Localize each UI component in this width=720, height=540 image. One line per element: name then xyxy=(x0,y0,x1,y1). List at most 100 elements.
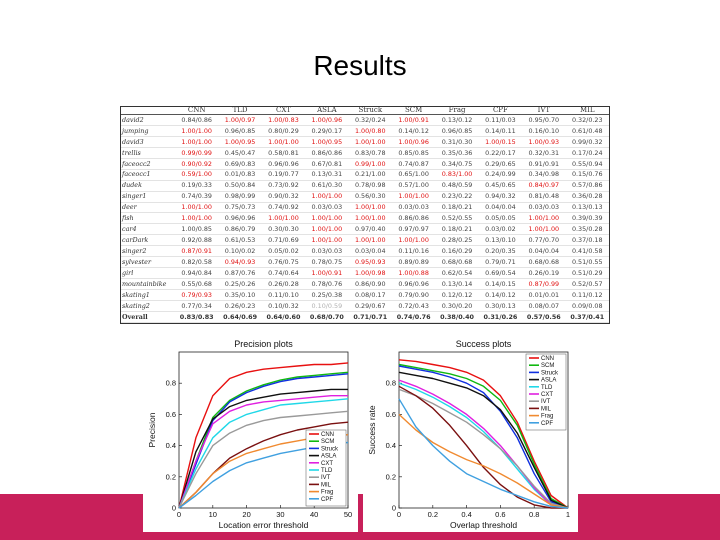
series-line-cnn xyxy=(178,362,349,509)
score-cell: 0.68/0.68 xyxy=(522,256,566,269)
sequence-name: trellis xyxy=(121,147,175,159)
score-cell: 0.79/0.93 xyxy=(175,289,219,301)
score-cell: 1.00/0.80 xyxy=(348,125,392,137)
score-cell: 0.99/0.32 xyxy=(565,136,609,148)
score-cell: 0.01/0.01 xyxy=(522,289,566,301)
legend-entry-cnn: CNN xyxy=(541,356,554,362)
score-cell: 0.22/0.17 xyxy=(478,147,523,159)
success-plot: Success plots 0 0.2 0.4 0.6 0.8 1 0 0.2 0.4 0.6 0.8… xyxy=(363,336,578,532)
legend-entry-mil: MIL xyxy=(321,482,332,488)
score-cell: 0.58/0.81 xyxy=(261,147,306,159)
sequence-name: skating1 xyxy=(121,289,175,301)
score-cell: 0.48/0.59 xyxy=(435,180,479,192)
score-cell: 0.61/0.53 xyxy=(218,234,262,247)
series-line-ivt xyxy=(398,388,569,509)
legend-box xyxy=(305,429,347,507)
score-cell: 0.13/0.31 xyxy=(305,169,349,181)
score-cell: 1.00/0.88 xyxy=(391,267,436,280)
y-tick-label: 0.2 xyxy=(166,472,176,481)
score-cell: 0.78/0.76 xyxy=(305,278,349,290)
score-cell: 0.98/0.99 xyxy=(218,191,262,203)
score-cell: 0.14/0.12 xyxy=(391,125,436,137)
table-row: skating2 0.77/0.34 0.26/0.23 0.10/0.32 0.10/… xyxy=(121,300,609,312)
score-cell: 0.04/0.04 xyxy=(522,245,566,258)
header-cxt: CXT xyxy=(261,107,306,115)
score-cell: 0.11/0.10 xyxy=(261,289,306,301)
legend-entry-asla: ASLA xyxy=(321,454,336,460)
table-row: singer1 0.74/0.39 0.98/0.99 0.90/0.32 1.00/1… xyxy=(121,191,609,203)
y-axis-label: Success rate xyxy=(367,405,377,454)
score-cell: 0.84/0.97 xyxy=(522,180,566,192)
score-cell: 0.74/0.87 xyxy=(391,158,436,170)
score-cell: 0.03/0.03 xyxy=(305,245,349,258)
table-row: fish 1.00/1.00 0.96/0.96 1.00/1.00 1.00/1.00… xyxy=(121,212,609,225)
score-cell: 0.96/0.85 xyxy=(218,125,262,137)
x-tick-label: 50 xyxy=(344,510,352,519)
header-cpf: CPF xyxy=(478,107,523,115)
score-cell: 0.37/0.18 xyxy=(565,234,609,247)
plot-frame xyxy=(178,351,349,509)
score-cell: 0.13/0.12 xyxy=(435,114,479,126)
table-row: sylvester 0.82/0.58 0.94/0.93 0.76/0.75 0.78… xyxy=(121,256,609,269)
score-cell: 0.92/0.88 xyxy=(175,234,219,247)
legend-entry-cnn: CNN xyxy=(321,432,334,438)
score-cell: 0.12/0.12 xyxy=(435,289,479,301)
score-cell: 1.00/1.00 xyxy=(391,191,436,203)
sequence-name: car4 xyxy=(121,223,175,236)
score-cell: 1.00/1.00 xyxy=(175,125,219,137)
score-cell: 0.86/0.79 xyxy=(218,223,262,236)
score-cell: 0.78/0.75 xyxy=(305,256,349,269)
score-cell: 0.72/0.43 xyxy=(391,300,436,312)
series-line-ivt xyxy=(178,410,349,509)
score-cell: 0.86/0.86 xyxy=(391,212,436,225)
score-cell: 0.29/0.65 xyxy=(478,158,523,170)
sequence-name: girl xyxy=(121,267,175,280)
table-row: faceocc1 0.59/1.00 0.01/0.83 0.19/0.77 0.13/… xyxy=(121,169,609,181)
score-cell: 0.51/0.29 xyxy=(565,267,609,280)
series-line-asla xyxy=(398,371,569,509)
series-line-scm xyxy=(178,371,349,509)
score-cell: 0.15/0.76 xyxy=(565,169,609,181)
score-cell: 1.00/0.96 xyxy=(305,114,349,126)
score-cell: 1.00/0.96 xyxy=(391,136,436,148)
score-cell: 0.25/0.26 xyxy=(218,278,262,290)
y-tick-label: 0.6 xyxy=(386,410,396,419)
score-cell: 0.03/0.04 xyxy=(348,245,392,258)
score-cell: 1.00/0.95 xyxy=(305,136,349,148)
table-row: carDark 0.92/0.88 0.61/0.53 0.71/0.69 1.00/1… xyxy=(121,234,609,247)
score-cell: 1.00/1.00 xyxy=(305,223,349,236)
sequence-name: faceocc1 xyxy=(121,169,175,181)
score-cell: 0.05/0.02 xyxy=(261,245,306,258)
score-cell: 0.87/0.76 xyxy=(218,267,262,280)
legend-entry-struck: Struck xyxy=(541,370,559,376)
score-cell: 0.14/0.11 xyxy=(478,125,523,137)
score-cell: 1.00/1.00 xyxy=(522,223,566,236)
header-tld: TLD xyxy=(218,107,262,115)
score-cell: 1.00/1.00 xyxy=(348,202,392,214)
header-frag: Frag xyxy=(435,107,479,115)
legend-entry-scm: SCM xyxy=(321,439,334,445)
legend-entry-scm: SCM xyxy=(541,363,554,369)
score-cell: 1.00/1.00 xyxy=(261,136,306,148)
table-row: jumping 1.00/1.00 0.96/0.85 0.80/0.29 0.29/0… xyxy=(121,125,609,137)
score-cell: 0.10/0.02 xyxy=(218,245,262,258)
table-row: singer2 0.87/0.91 0.10/0.02 0.05/0.02 0.03/0… xyxy=(121,245,609,258)
legend-entry-frag: Frag xyxy=(541,414,553,420)
score-cell: 0.17/0.24 xyxy=(565,147,609,159)
score-cell: 0.59/1.00 xyxy=(175,169,219,181)
precision-plot: Precision plots 0 10 20 30 40 50 0 0.2 0.4 0.6 0.8 L… xyxy=(143,336,358,532)
score-cell: 0.97/0.40 xyxy=(348,223,392,236)
table-row: trellis 0.99/0.99 0.45/0.47 0.58/0.81 0.86/0… xyxy=(121,147,609,159)
table-row: david2 0.84/0.86 1.00/0.97 1.00/0.83 1.00/0.… xyxy=(121,114,609,126)
sequence-name: mountainbike xyxy=(121,278,175,290)
score-cell: 0.37/0.41 xyxy=(565,310,609,324)
score-cell: 0.56/0.30 xyxy=(348,191,392,203)
table-row-overall: Overall 0.83/0.83 0.64/0.69 0.64/0.60 0.68/0… xyxy=(121,310,609,324)
score-cell: 0.86/0.90 xyxy=(348,278,392,290)
score-cell: 0.83/1.00 xyxy=(435,169,479,181)
legend-entry-asla: ASLA xyxy=(541,378,556,384)
score-cell: 0.29/0.17 xyxy=(305,125,349,137)
x-tick-label: 0.6 xyxy=(495,510,505,519)
score-cell: 0.87/0.99 xyxy=(522,278,566,290)
